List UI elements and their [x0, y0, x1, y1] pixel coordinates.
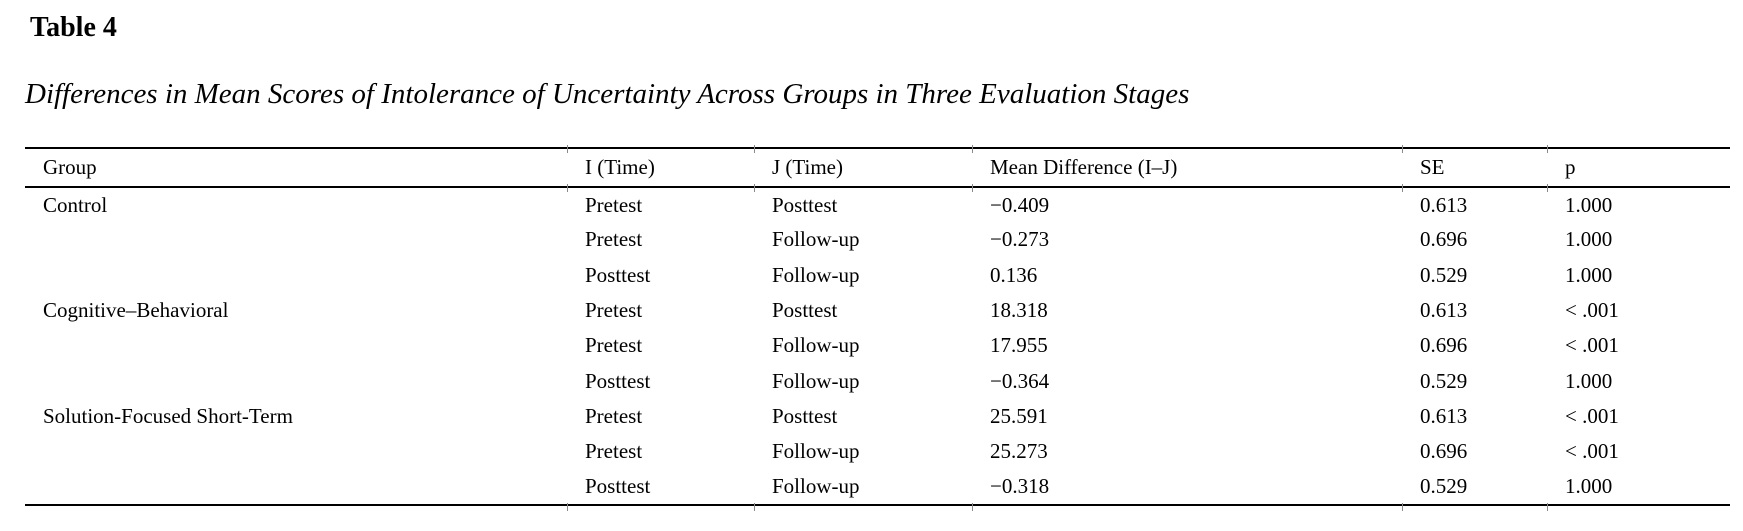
column-boundary-tick: [1547, 184, 1548, 192]
i-time-cell: Posttest: [585, 474, 651, 499]
p-cell: 1.000: [1565, 227, 1613, 252]
table-row: Posttest Follow-up −0.364 0.529 1.000: [25, 363, 1730, 398]
column-boundary-tick: [754, 184, 755, 192]
column-header-i-time: I (Time): [585, 155, 655, 179]
header-row: Group I (Time) J (Time) Mean Difference …: [25, 148, 1730, 187]
j-time-cell: Posttest: [772, 403, 838, 428]
table-number-label: Table 4: [30, 12, 117, 43]
mean-difference-cell: 18.318: [990, 298, 1048, 323]
table-row: Posttest Follow-up −0.318 0.529 1.000: [25, 469, 1730, 504]
se-cell: 0.613: [1420, 403, 1468, 428]
group-cell: [25, 434, 567, 469]
column-header-se: SE: [1420, 155, 1445, 179]
se-cell: 0.613: [1420, 192, 1468, 217]
table-row: Pretest Follow-up −0.273 0.696 1.000: [25, 222, 1730, 257]
column-boundary-tick: [972, 503, 973, 511]
i-time-cell: Posttest: [585, 368, 651, 393]
p-cell: < .001: [1565, 298, 1619, 323]
j-time-cell: Posttest: [772, 192, 838, 217]
p-cell: 1.000: [1565, 368, 1613, 393]
column-boundary-tick: [1547, 145, 1548, 153]
mean-difference-cell: −0.318: [990, 474, 1050, 499]
group-cell: [25, 469, 567, 504]
j-time-cell: Posttest: [772, 298, 838, 323]
mean-difference-cell: 0.136: [990, 262, 1038, 287]
group-cell: Cognitive–Behavioral: [43, 298, 229, 323]
table-row: Posttest Follow-up 0.136 0.529 1.000: [25, 258, 1730, 293]
column-boundary-tick: [1402, 503, 1403, 511]
column-boundary-tick: [567, 503, 568, 511]
p-cell: < .001: [1565, 333, 1619, 358]
j-time-cell: Follow-up: [772, 439, 860, 464]
table-row: Pretest Follow-up 17.955 0.696 < .001: [25, 328, 1730, 363]
column-boundary-tick: [1402, 145, 1403, 153]
mean-difference-cell: −0.273: [990, 227, 1050, 252]
i-time-cell: Pretest: [585, 298, 643, 323]
p-cell: 1.000: [1565, 474, 1613, 499]
column-boundary-tick: [754, 145, 755, 153]
column-header-group: Group: [43, 155, 97, 179]
i-time-cell: Pretest: [585, 333, 643, 358]
table-row: Control Pretest Posttest −0.409 0.613 1.…: [25, 187, 1730, 222]
mean-difference-cell: 25.273: [990, 439, 1048, 464]
i-time-cell: Pretest: [585, 439, 643, 464]
column-boundary-tick: [1547, 503, 1548, 511]
table-row: Solution-Focused Short-Term Pretest Post…: [25, 399, 1730, 434]
p-cell: < .001: [1565, 439, 1619, 464]
group-cell: [25, 328, 567, 363]
table-row: Pretest Follow-up 25.273 0.696 < .001: [25, 434, 1730, 469]
group-cell: [25, 222, 567, 257]
i-time-cell: Pretest: [585, 227, 643, 252]
results-table-wrap: Group I (Time) J (Time) Mean Difference …: [25, 147, 1730, 506]
mean-difference-cell: −0.364: [990, 368, 1050, 393]
table-caption: Differences in Mean Scores of Intoleranc…: [25, 78, 1190, 110]
p-cell: < .001: [1565, 403, 1619, 428]
column-header-mean-difference: Mean Difference (I–J): [990, 155, 1178, 179]
group-cell: Solution-Focused Short-Term: [43, 403, 293, 428]
column-boundary-tick: [1402, 184, 1403, 192]
mean-difference-cell: 17.955: [990, 333, 1048, 358]
p-cell: 1.000: [1565, 192, 1613, 217]
se-cell: 0.529: [1420, 262, 1468, 287]
se-cell: 0.696: [1420, 227, 1468, 252]
j-time-cell: Follow-up: [772, 333, 860, 358]
j-time-cell: Follow-up: [772, 474, 860, 499]
group-cell: [25, 258, 567, 293]
se-cell: 0.529: [1420, 368, 1468, 393]
i-time-cell: Pretest: [585, 403, 643, 428]
column-header-j-time: J (Time): [772, 155, 843, 179]
column-boundary-tick: [754, 503, 755, 511]
mean-difference-cell: −0.409: [990, 192, 1050, 217]
mean-difference-cell: 25.591: [990, 403, 1048, 428]
column-boundary-tick: [972, 184, 973, 192]
table-row: Cognitive–Behavioral Pretest Posttest 18…: [25, 293, 1730, 328]
se-cell: 0.529: [1420, 474, 1468, 499]
column-boundary-tick: [972, 145, 973, 153]
j-time-cell: Follow-up: [772, 227, 860, 252]
column-boundary-tick: [567, 145, 568, 153]
se-cell: 0.613: [1420, 298, 1468, 323]
p-cell: 1.000: [1565, 262, 1613, 287]
column-header-p: p: [1565, 155, 1576, 179]
group-cell: Control: [43, 192, 108, 217]
i-time-cell: Posttest: [585, 262, 651, 287]
group-cell: [25, 363, 567, 398]
column-boundary-tick: [567, 184, 568, 192]
j-time-cell: Follow-up: [772, 368, 860, 393]
results-table: Group I (Time) J (Time) Mean Difference …: [25, 147, 1730, 506]
se-cell: 0.696: [1420, 333, 1468, 358]
se-cell: 0.696: [1420, 439, 1468, 464]
i-time-cell: Pretest: [585, 192, 643, 217]
j-time-cell: Follow-up: [772, 262, 860, 287]
